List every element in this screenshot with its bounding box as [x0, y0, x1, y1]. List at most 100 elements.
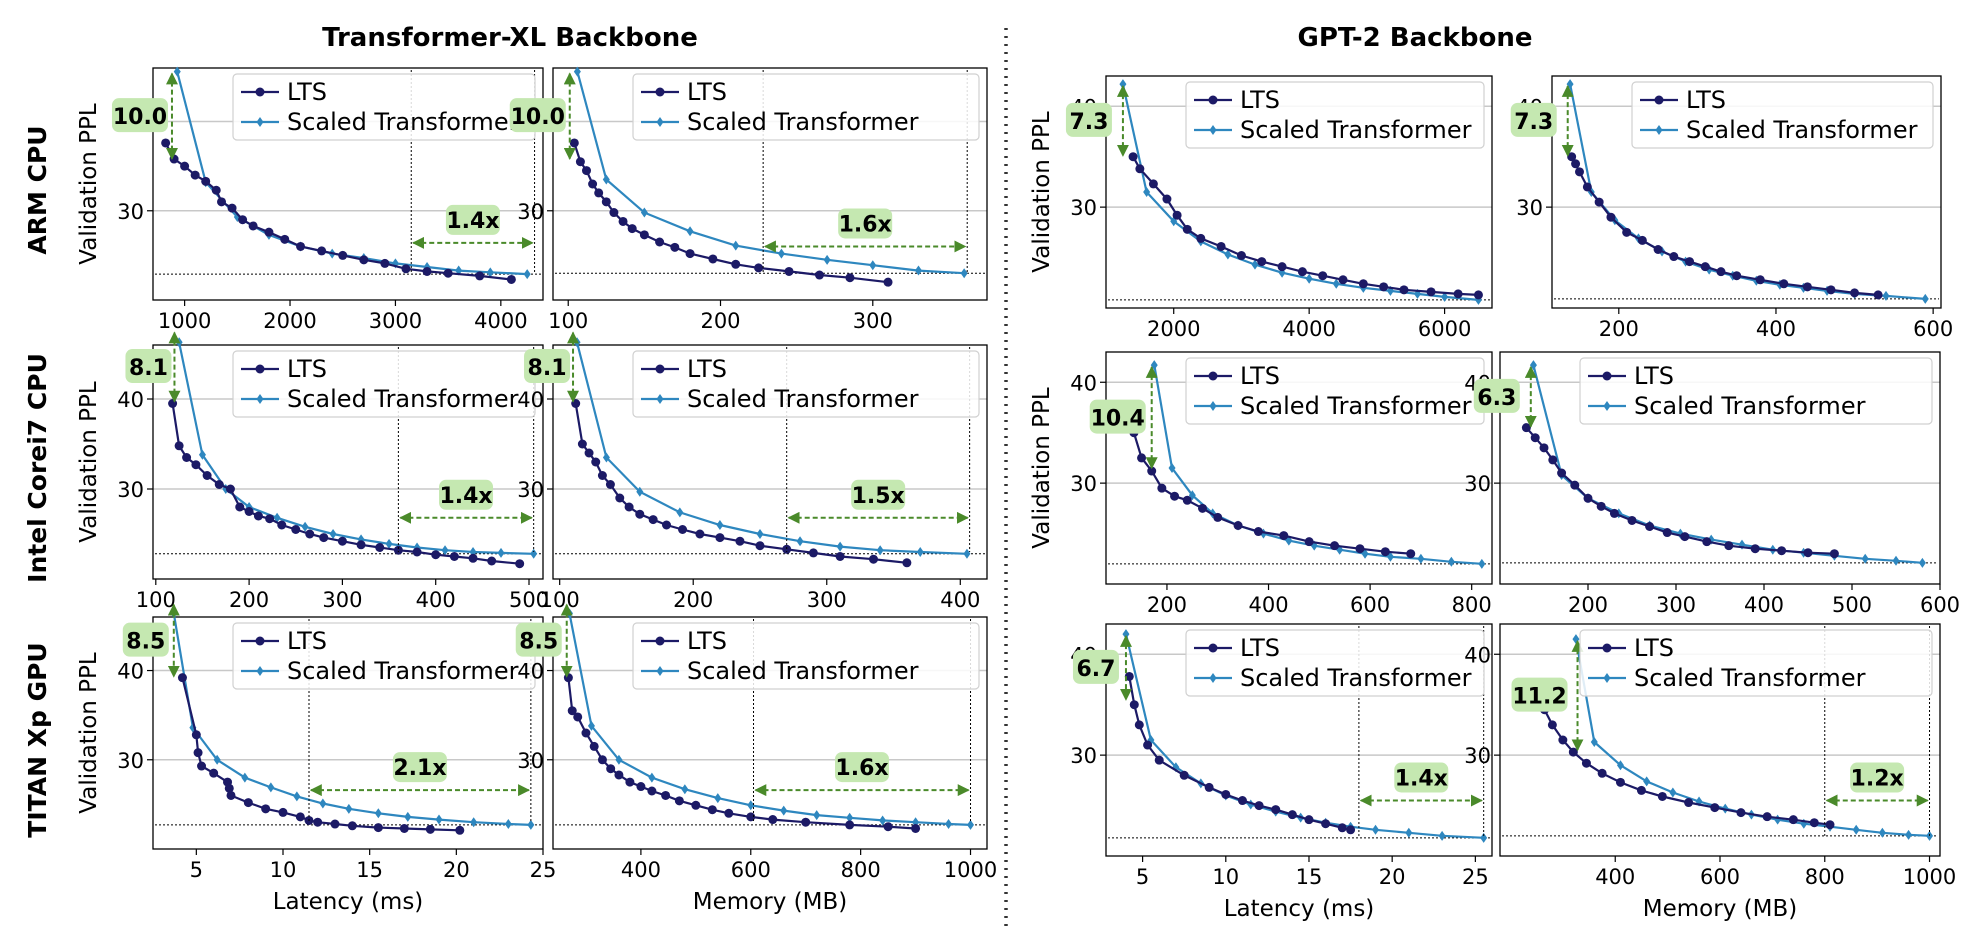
scaled-data-point — [1852, 824, 1860, 835]
lts-data-point — [1657, 791, 1667, 801]
lts-data-point — [1809, 818, 1819, 828]
lts-data-point — [1198, 503, 1207, 513]
lts-data-point — [609, 208, 619, 218]
speedup-label: 2.1x — [393, 756, 446, 781]
scaled-data-point — [716, 520, 724, 530]
speedup-label-bg — [838, 208, 893, 239]
ppl-gap-label-bg — [1510, 102, 1557, 137]
chart-panel: 10002000300040003040Validation PPL10.01.… — [76, 66, 544, 333]
lts-data-point — [1684, 798, 1694, 808]
scaled-data-point — [945, 819, 953, 830]
scaled-data-point — [329, 529, 337, 539]
lts-data-point — [425, 824, 435, 834]
chart-panel: 400 600 800 1000 30 40 Memory (MB) 8.5 1.6x LTSSc… — [515, 603, 997, 915]
speedup-label: 1.4x — [446, 209, 499, 234]
lts-data-point — [1129, 700, 1139, 710]
lts-data-point — [1473, 290, 1483, 300]
lts-data-point — [835, 552, 845, 561]
lts-data-point — [211, 185, 221, 195]
lts-data-point — [193, 748, 203, 758]
y-axis-label: Validation PPL — [1029, 111, 1055, 273]
x-tick-label: 10 — [270, 858, 297, 882]
x-tick-label: 600 — [1920, 593, 1960, 617]
lts-data-point — [380, 258, 390, 268]
x-tick-label: 1000 — [158, 309, 211, 333]
ppl-gap-label-bg — [1072, 649, 1119, 684]
scaled-data-point — [573, 337, 581, 348]
lts-data-point — [1829, 549, 1839, 559]
legend-box — [1185, 629, 1485, 697]
x-tick-label: 400 — [416, 588, 456, 612]
scaled-data-point — [602, 174, 610, 185]
lts-data-point — [1615, 777, 1625, 787]
x-tick-label: 200 — [673, 588, 713, 612]
scaled-data-point — [756, 529, 764, 539]
lts-data-point — [614, 770, 624, 780]
lts-data-point — [707, 805, 717, 815]
plot-frame — [1105, 75, 1493, 309]
lts-data-point — [515, 559, 525, 569]
lts-data-point — [1637, 235, 1647, 245]
lts-data-point — [1128, 152, 1138, 162]
lts-data-point — [1548, 455, 1558, 465]
lts-data-point — [1380, 547, 1390, 557]
lts-data-point — [1530, 433, 1540, 443]
plot-frame — [552, 616, 988, 850]
lts-data-point — [1337, 823, 1347, 833]
lts-data-point — [1596, 501, 1606, 511]
legend-lts-marker — [655, 87, 665, 97]
x-tick-label: 20 — [443, 858, 470, 882]
chart-panel: 400 600 800 1000 30 40 Memory (MB) 11.2 1.2x LTSS… — [1464, 623, 1956, 922]
legend-scaled-marker — [656, 394, 664, 404]
legend-lts-marker — [1602, 371, 1612, 381]
ppl-gap-label-bg — [515, 622, 562, 657]
scaled-data-point — [1372, 824, 1380, 835]
x-tick-label: 400 — [1756, 317, 1796, 341]
legend-lts-label: LTS — [687, 355, 727, 383]
lts-data-point — [1204, 782, 1214, 792]
scaled-data-point — [523, 269, 531, 280]
legend-scaled-marker — [1209, 673, 1217, 683]
scaled-data-point — [293, 791, 301, 802]
y-tick-label: 30 — [517, 749, 544, 773]
lts-data-point — [639, 230, 649, 240]
x-tick-label: 5 — [1136, 865, 1149, 889]
lts-data-point — [356, 540, 366, 550]
lts-data-point — [1825, 820, 1835, 830]
speedup-label: 1.4x — [439, 484, 492, 509]
scaled-data-point — [273, 512, 281, 523]
row-title-titan-gpu: TITAN Xp GPU — [23, 642, 52, 837]
lts-data-point — [1594, 197, 1604, 207]
x-tick-label: 2000 — [263, 309, 316, 333]
lts-data-point — [1254, 801, 1264, 811]
scaled-data-point — [813, 810, 821, 821]
scaled-data-point — [345, 803, 353, 814]
lts-data-point — [261, 804, 271, 814]
lts-data-point — [1271, 805, 1281, 815]
row-title-intel-cpu: Intel Corei7 CPU — [23, 353, 52, 583]
scaled-data-point — [1590, 737, 1598, 748]
lts-data-point — [1700, 262, 1710, 272]
legend-scaled-marker — [1603, 401, 1611, 411]
lts-data-point — [393, 545, 403, 555]
scaled-data-point — [615, 754, 623, 765]
speedup-label-bg — [439, 479, 494, 510]
legend-scaled-label: Scaled Transformer — [1240, 116, 1472, 144]
scaled-data-point — [836, 541, 844, 552]
lts-data-point — [597, 755, 607, 765]
lts-data-point — [868, 554, 878, 564]
chart-panel: 100 200 300 400 500 30 40 Validation PPL 8.1 1.4x… — [76, 331, 549, 612]
x-tick-label: 800 — [1805, 865, 1845, 889]
lts-data-point — [662, 520, 672, 530]
lts-data-point — [784, 266, 794, 276]
lts-data-point — [1453, 289, 1463, 299]
scaled-data-point — [823, 254, 831, 265]
lts-data-point — [449, 552, 459, 561]
lts-data-point — [422, 266, 432, 276]
ppl-gap-label-bg — [122, 622, 169, 657]
scaled-data-point — [1441, 291, 1449, 302]
lts-data-point — [573, 712, 583, 722]
lts-data-point — [1653, 244, 1663, 254]
legend-box — [1579, 629, 1933, 697]
